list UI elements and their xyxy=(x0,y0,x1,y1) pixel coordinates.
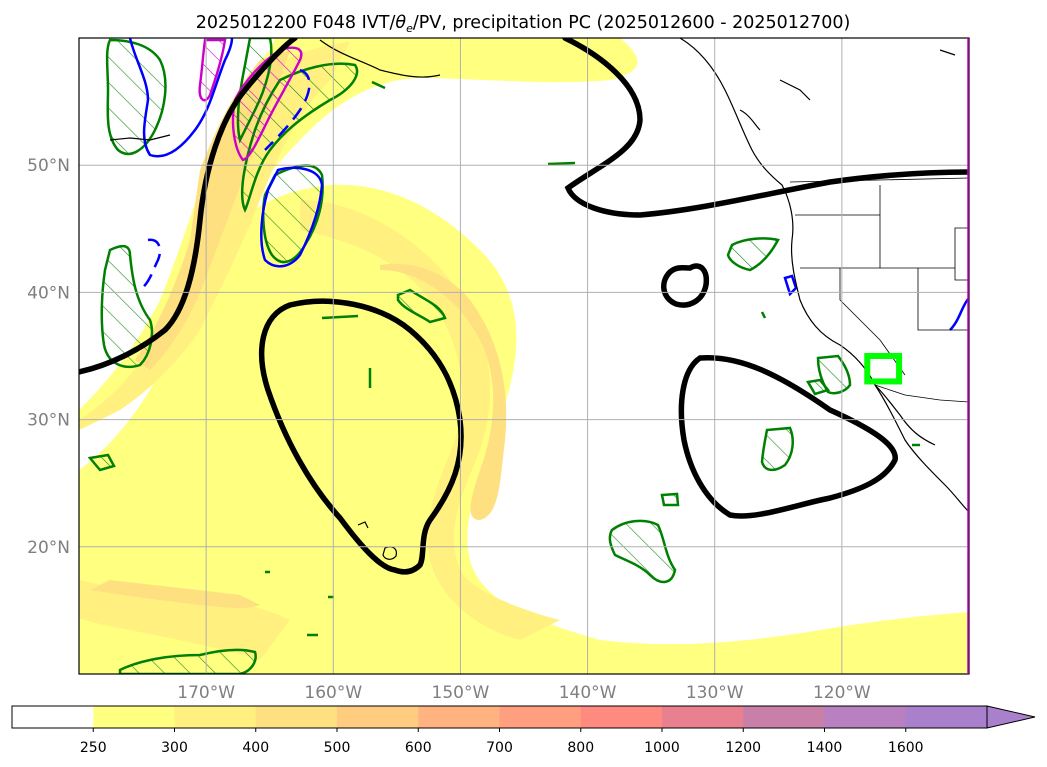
colorbar-segment xyxy=(12,706,94,728)
ivt-band-300-c xyxy=(79,580,290,660)
precip-area xyxy=(726,237,780,272)
north-america-coast xyxy=(679,38,969,513)
colorbar-segment xyxy=(905,706,988,728)
precip-fragment xyxy=(371,80,386,90)
colorbar-segment xyxy=(418,706,500,728)
theta-e-contour xyxy=(259,298,464,575)
colorbar: 250 300 400 500 600 700 800 1000 1200 1400 1600 xyxy=(11,705,1036,756)
ivt-band-400-c xyxy=(90,580,260,609)
colorbar-segment xyxy=(824,706,907,728)
lon-tick-label: 120°W xyxy=(813,683,871,703)
hawaii-island xyxy=(334,514,343,519)
chart-title: 2025012200 F048 IVT/θe/PV, precipitation… xyxy=(196,13,851,35)
colorbar-segment xyxy=(743,706,825,728)
colorbar-segment xyxy=(499,706,582,728)
baja-coast xyxy=(874,384,936,446)
state-border xyxy=(917,268,969,331)
precip-area xyxy=(105,38,167,156)
lat-tick-label: 40°N xyxy=(27,283,70,303)
colorbar-segment xyxy=(337,706,419,728)
colorbar-tick-label: 500 xyxy=(324,740,351,756)
colorbar-segment xyxy=(174,706,257,728)
precip-area xyxy=(608,519,677,584)
lon-tick-label: 140°W xyxy=(559,683,617,703)
alaska-coast xyxy=(319,39,441,78)
colorbar-tick-label: 600 xyxy=(405,740,432,756)
precip-area xyxy=(118,648,257,674)
highlight-box xyxy=(864,353,903,385)
colorbar-tick-label: 400 xyxy=(242,740,269,756)
colorbar-tick-label: 1000 xyxy=(644,740,680,756)
plot-frame xyxy=(78,37,970,675)
gridlines xyxy=(79,38,969,674)
precip-fragment xyxy=(321,314,359,320)
theta-e-contour xyxy=(678,354,898,519)
colorbar-segment xyxy=(255,706,338,728)
colorbar-tick-label: 250 xyxy=(80,740,107,756)
theta-e-contour xyxy=(562,38,969,218)
precip-area xyxy=(87,453,116,472)
precip-area xyxy=(660,492,680,507)
colorbar-tick-label: 1400 xyxy=(807,740,843,756)
lon-tick-label: 150°W xyxy=(432,683,490,703)
precip-area xyxy=(396,288,447,324)
lat-tick-label: 30°N xyxy=(27,411,70,431)
plot-area xyxy=(79,38,969,674)
theta-e-contours xyxy=(79,38,969,575)
theta-e-contour xyxy=(79,38,298,375)
colorbar-segment xyxy=(662,706,744,728)
canada-us-border xyxy=(789,177,969,183)
colorbar-segment xyxy=(93,706,175,728)
ivt-band-400-b xyxy=(380,263,507,520)
colorbar-extend-arrow xyxy=(986,705,1036,729)
blue-contour xyxy=(264,68,311,151)
lat-tick-label: 20°N xyxy=(27,538,70,558)
lon-tick-labels: 170°W 160°W 150°W 140°W 130°W 120°W xyxy=(177,683,871,703)
aleutian-coast xyxy=(109,134,171,141)
lon-tick-label: 170°W xyxy=(177,683,235,703)
lat-tick-label: 50°N xyxy=(27,156,70,176)
mexico-border xyxy=(874,384,969,403)
colorbar-tick-label: 300 xyxy=(161,740,188,756)
lon-tick-label: 130°W xyxy=(686,683,744,703)
precip-area xyxy=(100,244,154,369)
precip-area xyxy=(806,378,831,396)
colorbar-tick-label: 1600 xyxy=(888,740,924,756)
island-coast xyxy=(779,79,811,101)
ivt-band-250 xyxy=(79,184,969,674)
lon-tick-label: 160°W xyxy=(304,683,362,703)
hawaii-island xyxy=(357,521,369,529)
colorbar-tick-label: 800 xyxy=(567,740,594,756)
blue-contour xyxy=(260,166,324,268)
colorbar-tick-label: 700 xyxy=(486,740,513,756)
ivt-band-300-b xyxy=(300,200,560,640)
blue-contour xyxy=(139,238,162,291)
island-coast xyxy=(939,49,956,56)
blue-contour xyxy=(783,274,798,297)
colorbar-segment xyxy=(580,706,663,728)
precip-fragment xyxy=(547,161,576,166)
precip-fragment xyxy=(760,311,767,319)
island-coast xyxy=(739,109,761,131)
precip-area xyxy=(760,426,794,472)
lat-tick-labels: 20°N 30°N 40°N 50°N xyxy=(27,156,70,558)
theta-e-contour xyxy=(661,263,710,308)
colorbar-tick-label: 1200 xyxy=(725,740,761,756)
state-border xyxy=(954,227,969,281)
blue-contour xyxy=(128,38,234,158)
